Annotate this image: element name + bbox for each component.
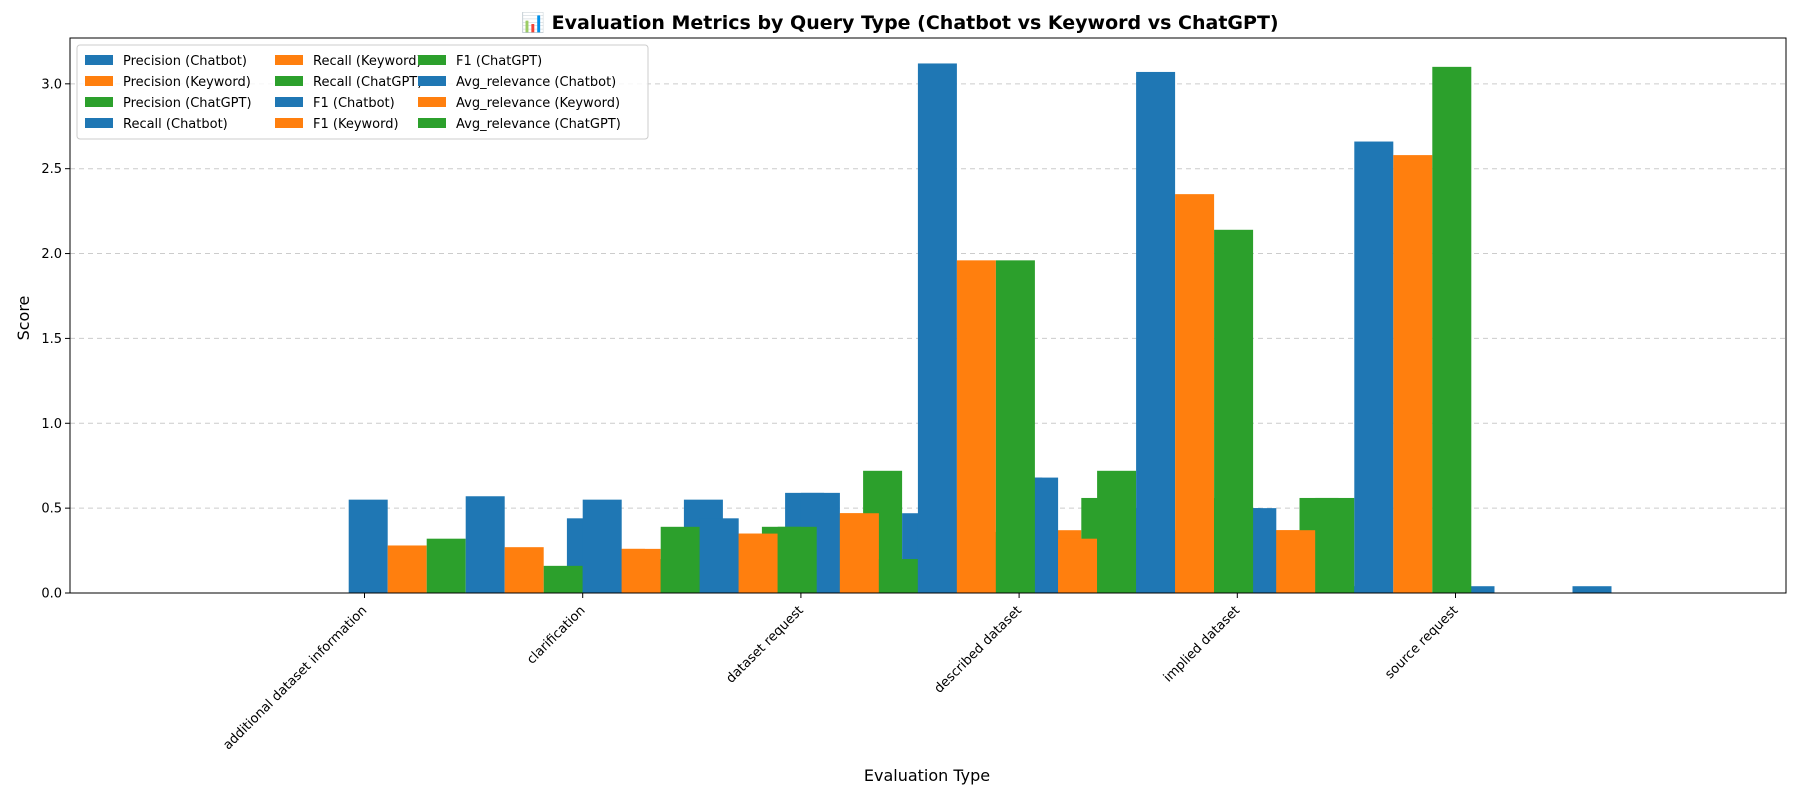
bar [699,518,739,593]
bar [348,499,388,593]
bar [582,499,622,593]
y-axis-label: Score [14,296,33,341]
legend-item: Recall (Chatbot) [85,117,228,132]
bar [465,496,505,593]
x-tick-label: dataset request [723,603,806,686]
bar [1572,586,1612,593]
legend-item: Avg_relevance (Keyword) [418,96,620,111]
legend-item: Avg_relevance (ChatGPT) [418,117,621,132]
y-tick-label: 0.5 [41,502,62,517]
bar [1136,71,1176,594]
y-tick-label: 1.0 [41,417,62,432]
legend-swatch [85,97,113,107]
legend-label: F1 (Chatbot) [313,96,395,111]
legend-item: F1 (ChatGPT) [418,54,542,69]
legend-swatch [418,97,446,107]
legend-box [76,44,649,140]
legend: Precision (Chatbot) Precision (Keyword) Pr… [76,44,649,140]
bar [1214,229,1254,593]
axes-layer [69,37,1787,594]
legend-label: Precision (ChatGPT) [123,96,252,111]
bar [1354,141,1394,593]
y-tick-label: 0.0 [41,587,62,602]
plot-frame [69,37,1787,594]
legend-item: Recall (ChatGPT) [275,75,422,90]
bar [839,513,879,593]
y-tick-label: 1.5 [41,332,62,347]
legend-label: F1 (ChatGPT) [456,54,542,69]
legend-swatch [85,118,113,128]
legend-label: F1 (Keyword) [313,117,399,132]
legend-label: Avg_relevance (ChatGPT) [456,117,621,132]
legend-label: Precision (Keyword) [123,75,251,90]
legend-swatch [275,118,303,128]
legend-swatch [85,55,113,65]
x-tick-label: source request [1382,603,1461,682]
bar [426,538,466,593]
bar [1175,194,1215,593]
y-ticks: 0.0 0.5 1.0 1.5 2.0 2.5 3.0 [41,77,70,602]
x-axis-label: Evaluation Type [864,766,990,785]
legend-swatch [418,55,446,65]
bar [504,547,544,593]
legend-swatch [85,76,113,86]
bar [1432,66,1472,593]
y-tick-label: 2.5 [41,162,62,177]
bar [1276,530,1316,593]
x-tick-label: implied dataset [1161,603,1243,685]
legend-swatch [275,76,303,86]
x-ticks: additional dataset information clarificat… [220,593,1461,753]
bar [543,565,583,593]
bar [387,545,427,593]
legend-swatch [418,118,446,128]
bar [621,548,661,593]
legend-swatch [275,97,303,107]
legend-item: Avg_relevance (Chatbot) [418,75,616,90]
chart-title: 📊 Evaluation Metrics by Query Type (Chat… [521,11,1278,34]
bar [956,260,996,593]
legend-item: F1 (Keyword) [275,117,399,132]
legend-item: Recall (Keyword) [275,54,422,69]
x-tick-label: described dataset [932,603,1025,696]
legend-label: Avg_relevance (Keyword) [456,96,620,111]
legend-item: Precision (Chatbot) [85,54,247,69]
bar [1315,497,1355,593]
legend-label: Recall (Chatbot) [123,117,228,132]
bar [995,260,1035,593]
x-tick-label: additional dataset information [220,603,370,753]
bar [738,533,778,593]
legend-label: Recall (Keyword) [313,54,422,69]
legend-label: Recall (ChatGPT) [313,75,422,90]
legend-swatch [275,55,303,65]
legend-label: Precision (Chatbot) [123,54,247,69]
legend-label: Avg_relevance (Chatbot) [456,75,616,90]
bar [1393,155,1433,593]
legend-item: Precision (Keyword) [85,75,251,90]
x-tick-label: clarification [524,603,588,667]
legend-item: Precision (ChatGPT) [85,96,252,111]
bars-layer [348,63,1612,594]
bar [777,526,817,593]
legend-swatch [418,76,446,86]
bar [1058,538,1098,593]
bar [1097,470,1137,593]
bar [878,559,918,593]
bar [917,63,957,593]
y-tick-label: 3.0 [41,77,62,92]
bar [1455,586,1495,593]
y-tick-label: 2.0 [41,247,62,262]
bar [660,526,700,593]
legend-item: F1 (Chatbot) [275,96,395,111]
